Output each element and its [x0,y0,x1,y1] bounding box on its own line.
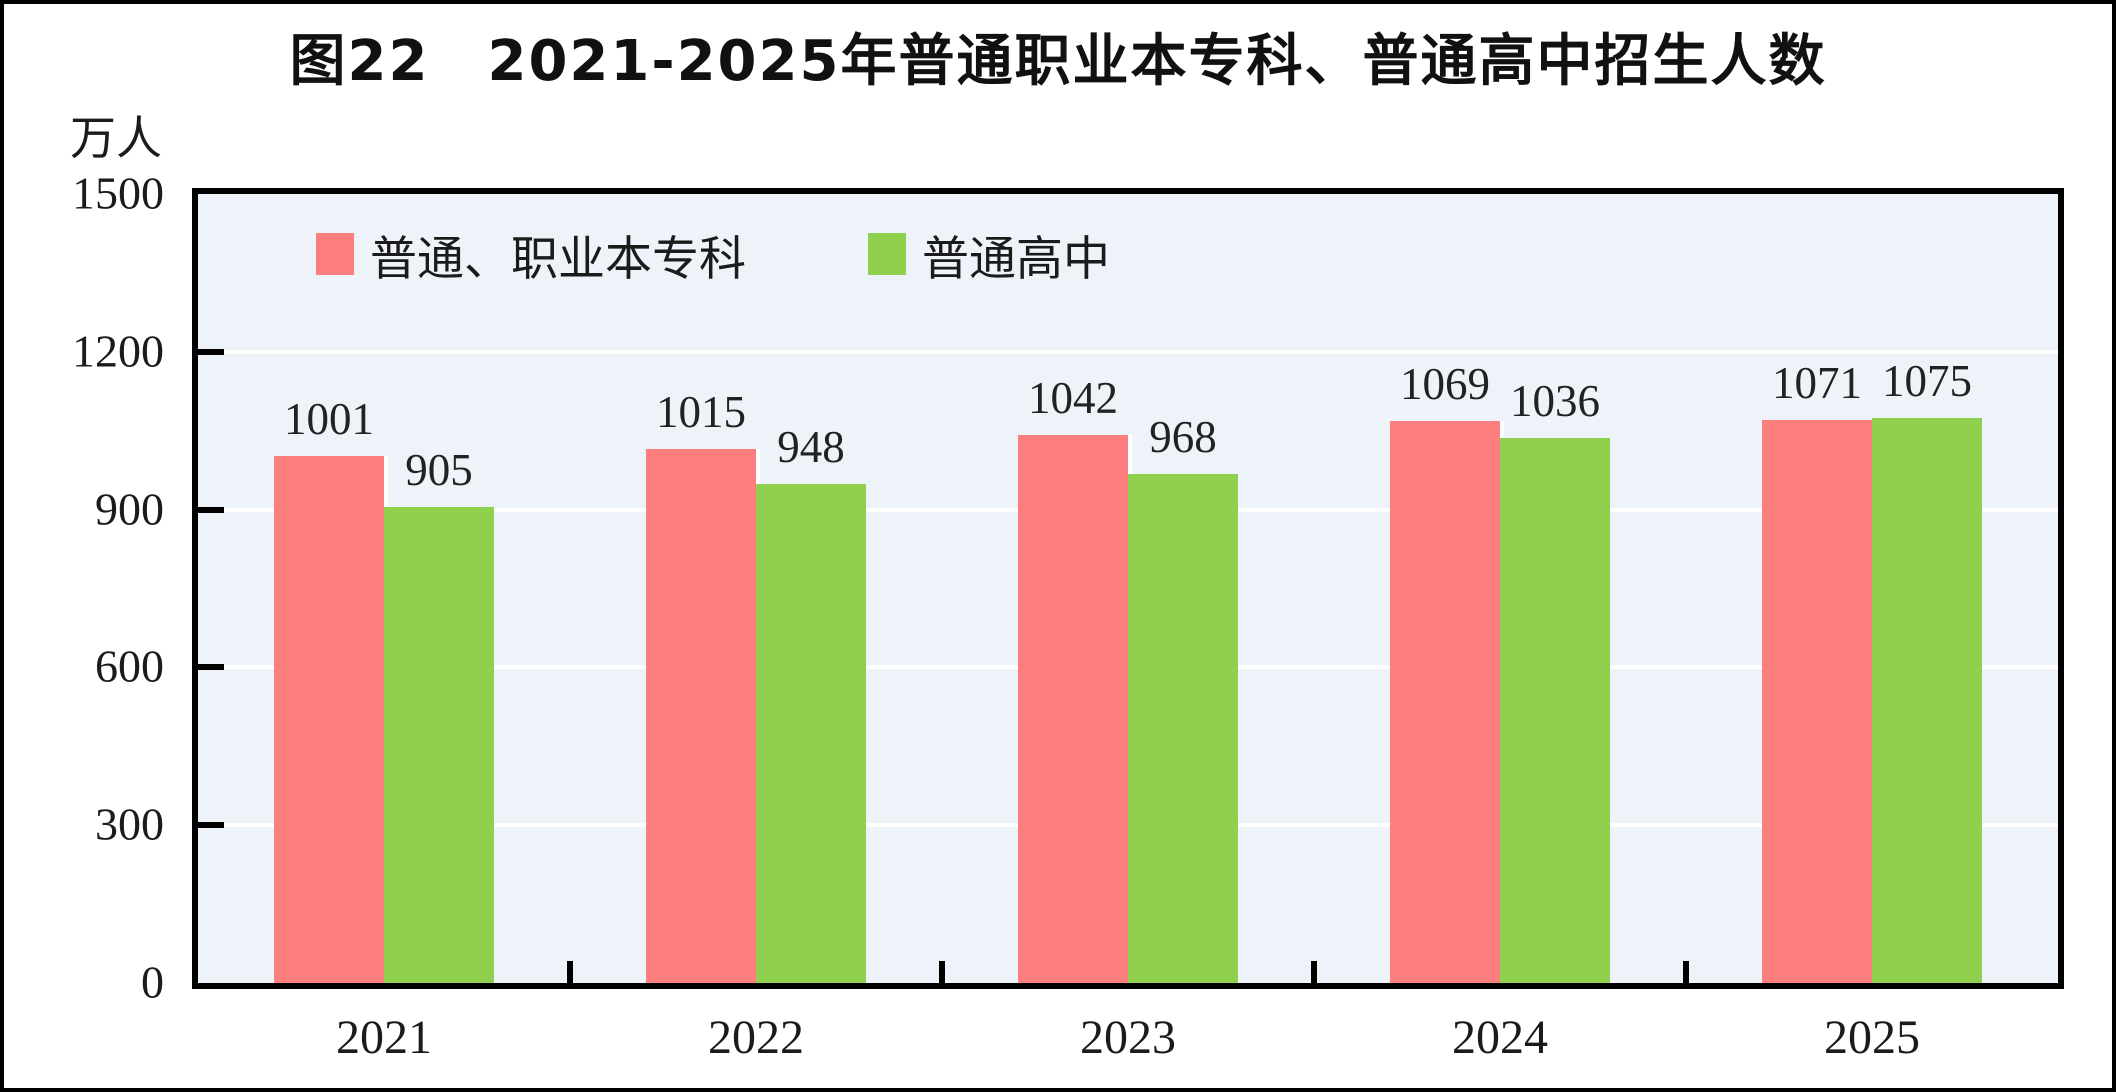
bar-series1-2025 [1872,417,1982,983]
plot-area: 普通、职业本专科 普通高中 1001 905 1015 948 1042 968 1069 1… [192,188,2064,989]
x-tick-mark-4 [1683,961,1689,983]
legend-swatch-series1 [868,233,906,275]
gridline-1200 [198,349,2058,354]
chart-title: 图22 2021-2025年普通职业本专科、普通高中招生人数 [289,29,1827,94]
bar-value-series0-2022: 1015 [656,387,746,438]
x-tick-label-2022: 2022 [708,1011,804,1064]
legend: 普通、职业本专科 普通高中 [316,228,1110,286]
bar-value-series1-2024: 1036 [1510,376,1600,427]
legend-item-series0: 普通、职业本专科 [316,228,746,286]
x-tick-mark-2 [939,961,945,983]
legend-swatch-series0 [316,233,354,275]
legend-item-series1: 普通高中 [868,228,1110,286]
bar-series0-2024 [1390,420,1500,983]
x-tick-label-2021: 2021 [336,1011,432,1064]
y-tick-label-600: 600 [95,640,164,692]
y-tick-mark-300 [198,822,224,829]
bar-value-series1-2023: 968 [1149,411,1217,462]
x-tick-mark-3 [1311,961,1317,983]
y-tick-label-0: 0 [141,956,164,1008]
x-tick-label-2024: 2024 [1452,1011,1548,1064]
bar-series1-2023 [1128,473,1238,983]
y-axis-unit-label: 万人 [70,113,162,164]
bar-series1-2022 [756,484,866,983]
x-tick-label-2025: 2025 [1824,1011,1920,1064]
y-tick-label-300: 300 [95,798,164,850]
bar-series1-2021 [384,506,494,983]
y-tick-label-900: 900 [95,483,164,535]
y-tick-label-1200: 1200 [72,325,164,377]
bar-series0-2021 [274,456,384,983]
bar-value-series0-2023: 1042 [1028,372,1118,423]
y-tick-mark-600 [198,664,224,671]
bar-value-series1-2021: 905 [405,444,473,495]
legend-label-series0: 普通、职业本专科 [370,233,746,286]
bar-value-series0-2021: 1001 [284,394,374,445]
bar-value-series0-2024: 1069 [1400,358,1490,409]
legend-label-series1: 普通高中 [922,233,1110,286]
bar-value-series1-2025: 1075 [1882,355,1972,406]
bar-series0-2023 [1018,434,1128,983]
x-tick-mark-1 [567,961,573,983]
bar-series1-2024 [1500,438,1610,983]
y-tick-label-1500: 1500 [72,167,164,219]
bar-value-series0-2025: 1071 [1772,357,1862,408]
bar-value-series1-2022: 948 [777,422,845,473]
x-tick-label-2023: 2023 [1080,1011,1176,1064]
bar-series0-2025 [1762,419,1872,983]
y-tick-mark-1200 [198,348,224,355]
y-tick-mark-900 [198,506,224,513]
bar-series0-2022 [646,449,756,983]
